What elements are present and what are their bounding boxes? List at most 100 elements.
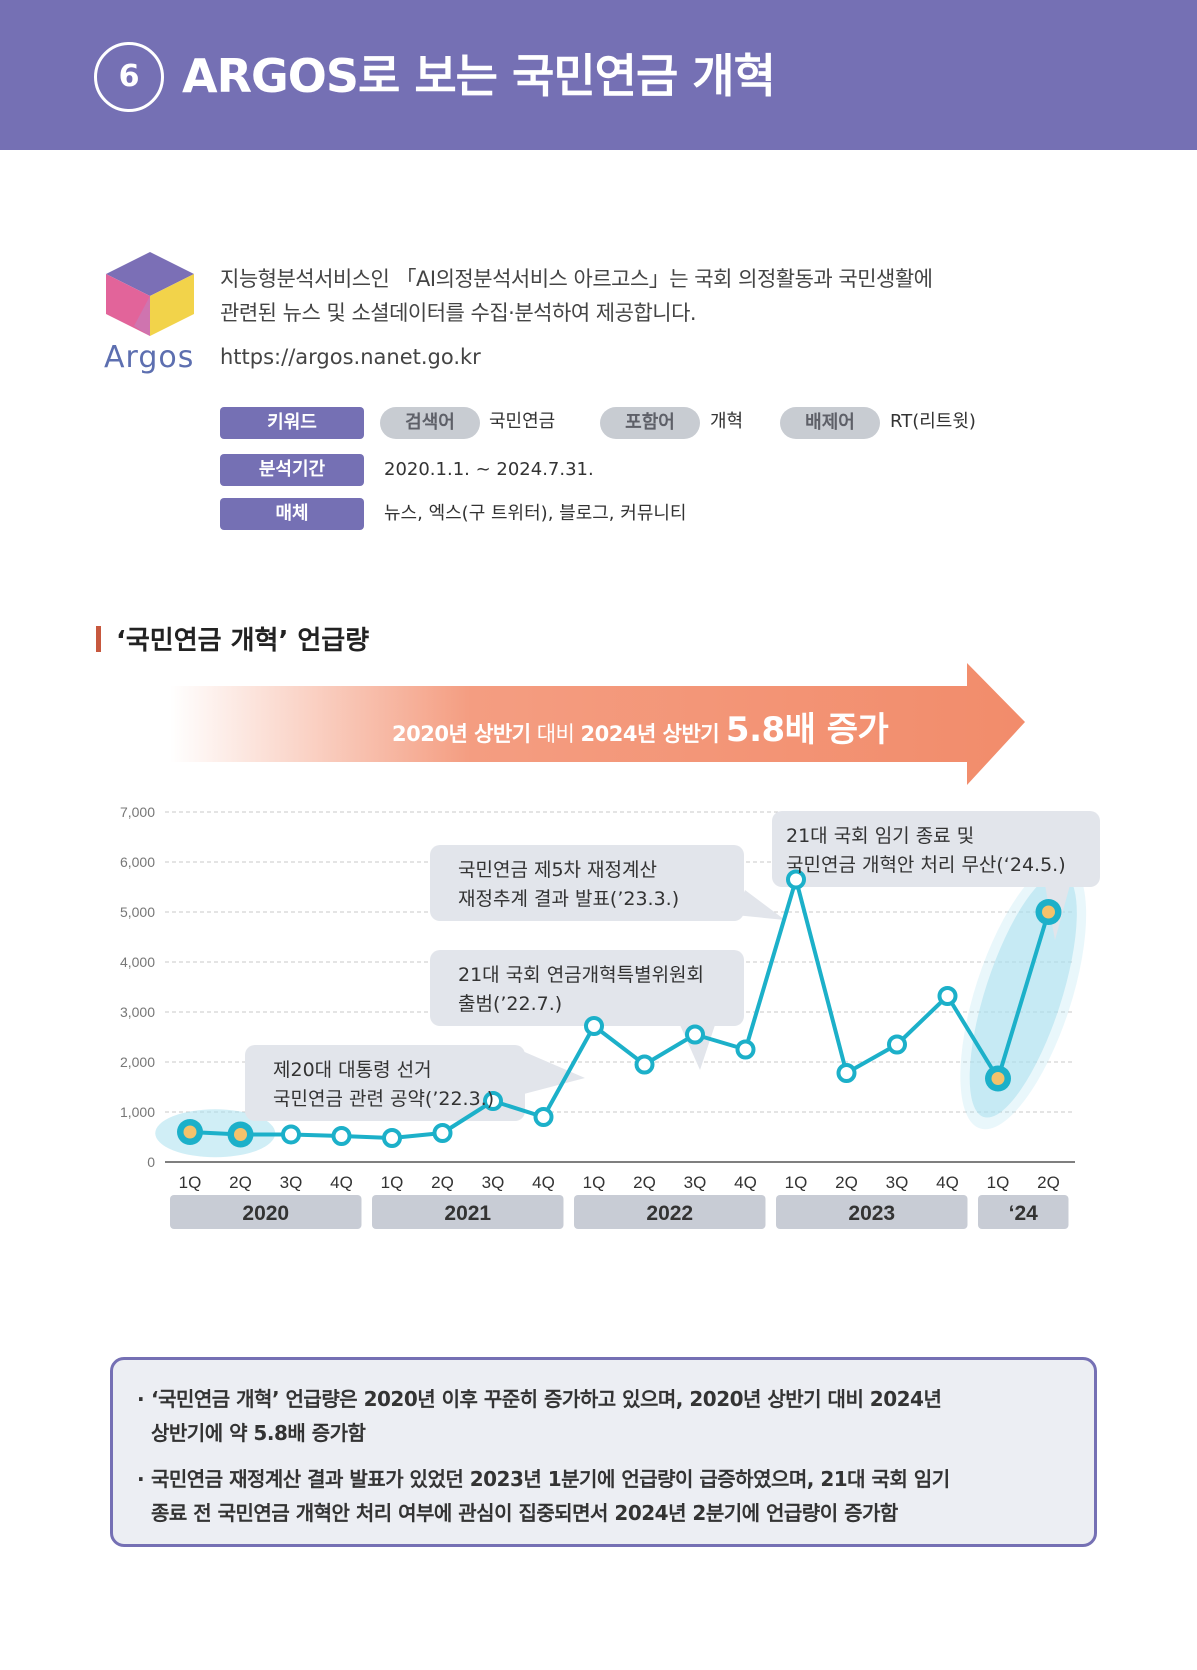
search-term-value: 국민연금 (489, 411, 556, 432)
annotation-text: 국민연금 관련 공약(’22.3.) (273, 1088, 494, 1110)
growth-banner-text: 2020년 상반기 대비 2024년 상반기 5.8배 증가 (392, 702, 889, 751)
include-term-value: 개혁 (710, 411, 744, 432)
note-item-2: · 국민연금 재정계산 결과 발표가 있었던 2023년 1분기에 언급량이 급… (137, 1462, 1051, 1530)
data-point (887, 1034, 907, 1055)
x-tick-label: 2Q (431, 1173, 454, 1192)
x-tick-label: 3Q (280, 1173, 303, 1192)
x-tick-label: 2Q (229, 1173, 252, 1192)
media-value: 뉴스, 엑스(구 트위터), 블로그, 커뮤니티 (384, 503, 687, 524)
mention-volume-line-chart: 7,000 6,000 5,000 4,000 3,000 2,000 1,000 0 제20대… (120, 804, 1100, 1229)
note-item-1: · ‘국민연금 개혁’ 언급량은 2020년 이후 꾸준히 증가하고 있으며, … (137, 1382, 1051, 1450)
annotation-box (430, 950, 744, 1026)
note-2-line-1: 국민연금 재정계산 결과 발표가 있었던 2023년 1분기에 언급량이 급증하… (151, 1467, 950, 1491)
y-tick-label: 5,000 (120, 904, 155, 920)
x-tick-label: 3Q (482, 1173, 505, 1192)
year-group-label: 2020 (242, 1202, 289, 1225)
annotation-text: 제20대 대통령 선거 (273, 1059, 432, 1081)
data-point (836, 1063, 857, 1083)
highlight-point-center (1042, 905, 1055, 919)
annotation-text: 21대 국회 연금개혁특별위원회 (458, 964, 704, 986)
banner-part-3: 2024년 상반기 (580, 722, 726, 746)
summary-note-box: · ‘국민연금 개혁’ 언급량은 2020년 이후 꾸준히 증가하고 있으며, … (110, 1357, 1097, 1547)
page-title: ARGOS로 보는 국민연금 개혁 (182, 49, 776, 103)
argos-logo-icon (106, 252, 194, 336)
data-point (685, 1024, 705, 1045)
data-point (584, 1016, 604, 1036)
data-point (382, 1128, 402, 1148)
period-value: 2020.1.1. ~ 2024.7.31. (384, 459, 594, 480)
data-point (483, 1091, 503, 1111)
x-tick-label: 2Q (835, 1173, 858, 1192)
year-group-box (372, 1195, 564, 1229)
y-tick-label: 3,000 (120, 1004, 155, 1020)
section-number: 6 (94, 42, 164, 112)
x-tick-label: 2Q (633, 1173, 656, 1192)
x-tick-label: 4Q (936, 1173, 959, 1192)
section-title-bar (96, 626, 101, 652)
y-tick-label: 2,000 (120, 1054, 155, 1070)
data-point (533, 1107, 554, 1127)
annotation-box (245, 1045, 525, 1121)
year-group-label: 2022 (646, 1202, 693, 1225)
description-line-1: 지능형분석서비스인 「AI의정분석서비스 아르고스」는 국회 의정활동과 국민생… (220, 267, 933, 291)
annotation-text: 21대 국회 임기 종료 및 (786, 825, 974, 847)
annotation-text: 국민연금 제5차 재정계산 (458, 859, 657, 881)
argos-url-link[interactable]: https://argos.nanet.go.kr (220, 345, 481, 369)
include-term-tag: 포함어 (600, 407, 700, 439)
y-tick-label: 7,000 (120, 804, 155, 820)
search-term-tag: 검색어 (380, 407, 480, 439)
period-tag: 분석기간 (220, 454, 364, 486)
annotation-text: 재정추계 결과 발표(’23.3.) (458, 888, 679, 910)
year-group-label: 2021 (444, 1202, 491, 1225)
annotation-text: 국민연금 개혁안 처리 무산(‘24.5.) (786, 854, 1066, 876)
x-tick-label: 1Q (987, 1173, 1010, 1192)
year-group-box (978, 1195, 1069, 1229)
keyword-tag: 키워드 (220, 407, 364, 439)
annotation-pointer (520, 1050, 585, 1095)
note-2-line-2: 종료 전 국민연금 개혁안 처리 여부에 관심이 집중되면서 2024년 2분기… (151, 1501, 898, 1525)
year-group-label: 2023 (848, 1202, 895, 1225)
year-group-box (776, 1195, 968, 1229)
media-tag: 매체 (220, 498, 364, 530)
data-point (634, 1054, 655, 1075)
header-bar: 6 ARGOS로 보는 국민연금 개혁 (0, 0, 1197, 150)
data-point (735, 1039, 756, 1060)
highlight-point-center (991, 1072, 1005, 1085)
data-point (331, 1126, 352, 1146)
x-tick-label: 1Q (785, 1173, 808, 1192)
x-tick-label: 2Q (1037, 1173, 1060, 1192)
x-tick-label: 4Q (734, 1173, 757, 1192)
annotation-text: 출범(’22.7.) (458, 993, 562, 1015)
annotation-box (430, 845, 744, 921)
data-point (432, 1123, 453, 1143)
y-tick-label: 1,000 (120, 1104, 155, 1120)
growth-banner-arrow (170, 663, 1025, 785)
x-tick-label: 3Q (684, 1173, 707, 1192)
x-tick-label: 1Q (583, 1173, 606, 1192)
highlight-point-center (234, 1128, 247, 1141)
data-point (281, 1124, 301, 1145)
year-group-box (170, 1195, 362, 1229)
y-tick-label: 4,000 (120, 954, 155, 970)
exclude-term-tag: 배제어 (780, 407, 880, 439)
intro-description: 지능형분석서비스인 「AI의정분석서비스 아르고스」는 국회 의정활동과 국민생… (220, 262, 1100, 330)
banner-highlight: 5.8배 증가 (725, 710, 889, 750)
exclude-term-value: RT(리트윗) (890, 411, 976, 432)
banner-part-2: 대비 (530, 722, 581, 746)
x-tick-label: 1Q (179, 1173, 202, 1192)
description-line-2: 관련된 뉴스 및 소셜데이터를 수집·분석하여 제공합니다. (220, 301, 697, 325)
year-group-label: ‘24 (1009, 1202, 1039, 1225)
year-group-box (574, 1195, 766, 1229)
x-tick-label: 1Q (381, 1173, 404, 1192)
note-1-line-2: 상반기에 약 5.8배 증가함 (151, 1421, 366, 1445)
logo-text: Argos (104, 340, 195, 375)
y-tick-label: 6,000 (120, 854, 155, 870)
banner-part-1: 2020년 상반기 (392, 722, 531, 746)
data-point (786, 869, 806, 890)
annotation-pointer (735, 890, 785, 920)
x-tick-label: 3Q (886, 1173, 909, 1192)
section-title: ‘국민연금 개혁’ 언급량 (116, 626, 370, 656)
note-1-line-1: ‘국민연금 개혁’ 언급량은 2020년 이후 꾸준히 증가하고 있으며, 20… (151, 1387, 942, 1411)
x-tick-label: 4Q (330, 1173, 353, 1192)
annotation-box (772, 811, 1100, 887)
